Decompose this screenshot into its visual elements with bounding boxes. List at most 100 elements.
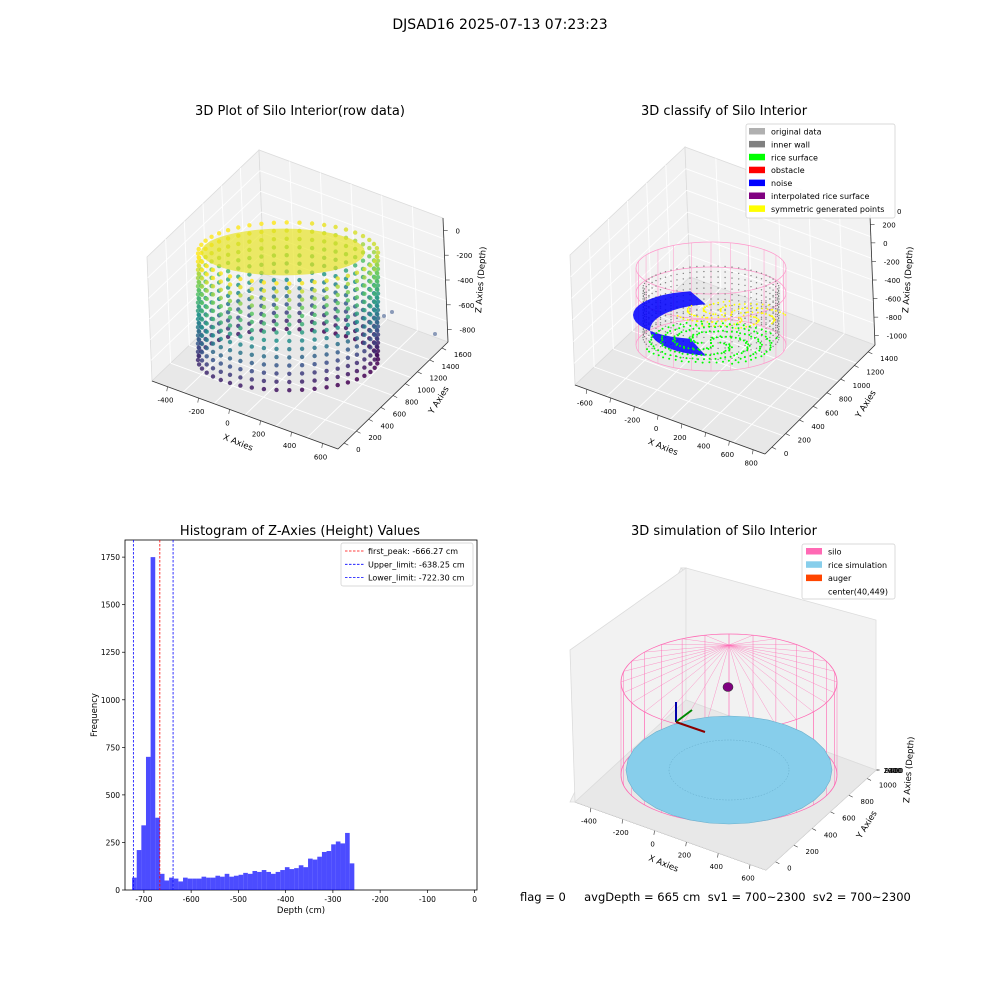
data-point bbox=[287, 297, 292, 303]
figure-suptitle: DJSAD16 2025-07-13 07:23:23 bbox=[392, 17, 608, 33]
x-tick bbox=[752, 449, 754, 455]
inner-wall-point bbox=[738, 356, 740, 359]
inner-wall-point bbox=[744, 344, 746, 347]
data-point bbox=[204, 370, 209, 375]
roof-line bbox=[728, 644, 814, 713]
inner-wall-point bbox=[703, 287, 705, 289]
data-point bbox=[345, 322, 351, 328]
data-point bbox=[375, 340, 381, 345]
data-point bbox=[375, 361, 380, 366]
data-point bbox=[271, 286, 277, 291]
data-point bbox=[196, 287, 201, 293]
symmetric-point bbox=[730, 311, 733, 314]
roof-line bbox=[631, 644, 730, 662]
data-point bbox=[362, 365, 367, 370]
data-point bbox=[210, 267, 216, 273]
inner-wall-point bbox=[710, 270, 712, 273]
data-point bbox=[196, 353, 201, 358]
rice-surface-point bbox=[750, 358, 753, 361]
rice-surface-point bbox=[719, 325, 722, 328]
rice-surface-point bbox=[666, 331, 669, 334]
data-point bbox=[375, 254, 380, 260]
symmetric-point bbox=[719, 309, 722, 311]
symmetric-point bbox=[686, 309, 689, 312]
symmetric-point bbox=[712, 303, 715, 305]
inner-wall-point bbox=[772, 289, 774, 291]
data-point bbox=[312, 312, 317, 318]
inner-wall-point bbox=[738, 312, 740, 315]
panel2-3d-classify: -600-400-2000200400600800020040060080010… bbox=[569, 123, 916, 468]
data-point bbox=[368, 320, 373, 325]
data-point bbox=[362, 308, 367, 313]
legend-label: rice simulation bbox=[828, 561, 887, 570]
rice-surface-point bbox=[742, 324, 745, 327]
data-point bbox=[375, 357, 381, 362]
inner-wall-point bbox=[731, 319, 733, 321]
data-point bbox=[204, 313, 209, 318]
inner-wall-point bbox=[755, 353, 758, 355]
data-point bbox=[274, 379, 279, 384]
inner-wall-point bbox=[724, 309, 726, 312]
inner-wall-point bbox=[643, 341, 646, 343]
data-point bbox=[204, 345, 209, 351]
histogram-bar bbox=[215, 875, 221, 890]
y-tick-label: 1600 bbox=[454, 351, 472, 359]
data-point bbox=[274, 322, 279, 327]
data-point bbox=[362, 267, 367, 272]
data-point bbox=[249, 295, 254, 300]
rice-surface-point bbox=[701, 361, 704, 364]
histogram-bar bbox=[271, 873, 276, 890]
rice-surface-point bbox=[760, 333, 763, 336]
histogram-bar bbox=[132, 877, 137, 890]
inner-wall-point bbox=[750, 286, 752, 288]
data-point bbox=[362, 332, 367, 337]
rice-surface-point bbox=[697, 348, 700, 351]
data-point bbox=[203, 238, 208, 243]
symmetric-point bbox=[724, 312, 726, 315]
inner-wall-point bbox=[777, 307, 780, 309]
symmetric-point bbox=[730, 314, 732, 316]
panel2-legend: original data inner wall rice surface obsta… bbox=[745, 123, 901, 219]
inner-wall-point bbox=[760, 340, 763, 342]
inner-wall-point bbox=[717, 270, 719, 273]
data-point bbox=[312, 370, 317, 375]
inner-wall-point bbox=[682, 334, 684, 337]
rice-surface-point bbox=[687, 360, 690, 363]
inner-wall-point bbox=[765, 318, 767, 320]
status-line: flag = 0 avgDepth = 665 cm sv1 = 700~230… bbox=[520, 890, 911, 904]
data-point bbox=[218, 369, 223, 374]
rice-surface-point bbox=[759, 341, 762, 344]
legend-label: first_peak: -666.27 cm bbox=[368, 547, 458, 556]
data-point bbox=[271, 310, 277, 316]
rice-surface-point bbox=[698, 327, 701, 330]
roof-line bbox=[623, 644, 730, 693]
data-point bbox=[227, 356, 233, 361]
rice-surface-point bbox=[678, 351, 681, 354]
symmetric-point bbox=[720, 320, 723, 322]
x-tick bbox=[585, 389, 588, 394]
inner-wall-point bbox=[655, 349, 657, 352]
data-point bbox=[196, 296, 201, 301]
inner-wall-point bbox=[676, 312, 678, 314]
histogram-bar bbox=[178, 881, 184, 890]
data-point bbox=[271, 294, 277, 299]
rice-surface-point bbox=[715, 361, 718, 364]
x-tick-label: -200 bbox=[189, 408, 205, 416]
symmetric-point bbox=[741, 307, 744, 310]
data-point bbox=[218, 304, 223, 309]
inner-wall-point bbox=[765, 285, 767, 287]
rice-surface-point bbox=[648, 341, 651, 343]
inner-wall-point bbox=[664, 293, 667, 295]
data-point bbox=[312, 337, 317, 342]
data-point bbox=[312, 378, 317, 383]
y-tick bbox=[405, 383, 410, 386]
rice-surface-point bbox=[763, 353, 766, 355]
histogram-bar bbox=[220, 876, 225, 890]
inner-wall-point bbox=[696, 330, 698, 333]
inner-wall-point bbox=[760, 346, 763, 348]
inner-wall-point bbox=[776, 288, 779, 290]
wireframe-ring bbox=[635, 318, 787, 372]
histogram-bar bbox=[312, 859, 318, 890]
data-point bbox=[375, 299, 381, 304]
inner-wall-point bbox=[776, 310, 779, 312]
